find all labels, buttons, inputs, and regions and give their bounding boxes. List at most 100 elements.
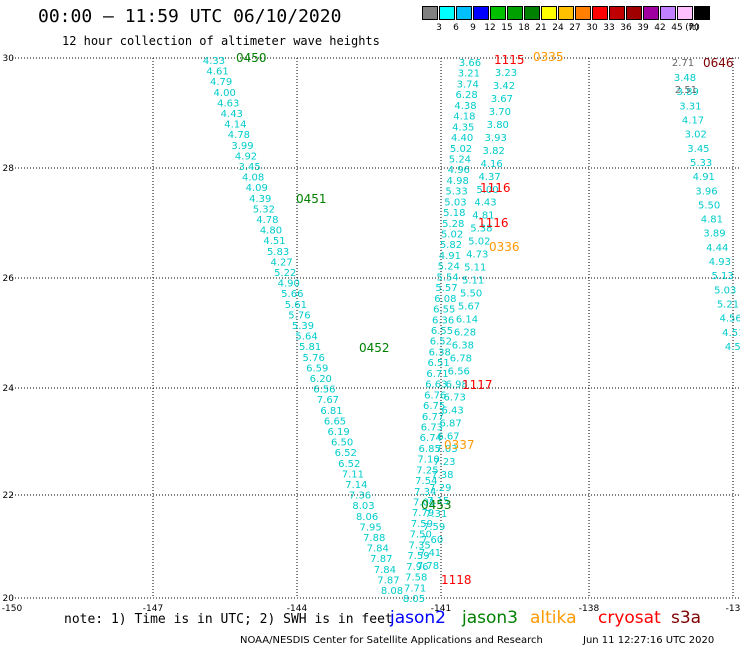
swh-value: 3.21 bbox=[458, 69, 480, 80]
swh-value: 5.11 bbox=[464, 263, 486, 274]
legend-tick-label: (ft) bbox=[685, 23, 699, 33]
swh-value: 4.91 bbox=[439, 251, 461, 262]
swh-value: 5.83 bbox=[267, 247, 289, 258]
pass-time-label: 0450 bbox=[236, 51, 267, 65]
swh-value: 4.44 bbox=[706, 243, 728, 254]
swh-value: 7.95 bbox=[360, 522, 382, 533]
page-subtitle: 12 hour collection of altimeter wave hei… bbox=[62, 34, 380, 48]
lon-tick-label: -13 bbox=[726, 604, 740, 614]
swh-value: 3.02 bbox=[685, 130, 707, 141]
legend-swatch bbox=[575, 6, 591, 20]
swh-value: 7.31 bbox=[425, 509, 447, 520]
swh-value: 6.43 bbox=[441, 405, 463, 416]
swh-value: 3.89 bbox=[703, 229, 725, 240]
swh-value: 4.98 bbox=[447, 176, 469, 187]
swh-value: 7.88 bbox=[363, 533, 385, 544]
swh-value: 5.61 bbox=[285, 300, 307, 311]
generated-timestamp: Jun 11 12:27:16 UTC 2020 bbox=[583, 635, 715, 646]
swh-value: 4.90 bbox=[278, 279, 300, 290]
legend-swatch bbox=[541, 6, 557, 20]
swh-value: 3.45 bbox=[687, 144, 709, 155]
pass-time-labels: 0450 0451 0452 0453 1115 1116 1116 1117 1118 0335… bbox=[236, 50, 734, 587]
swh-value: 5.32 bbox=[253, 204, 275, 215]
swh-value: 8.03 bbox=[352, 501, 374, 512]
credit-text: NOAA/NESDIS Center for Satellite Applica… bbox=[240, 635, 543, 646]
swh-value: 7.15 bbox=[427, 496, 449, 507]
legend-tick-label: 45 bbox=[671, 23, 683, 33]
swh-value: 6.36 bbox=[432, 315, 454, 326]
swh-value: 5.18 bbox=[443, 208, 465, 219]
swh-value: 6.38 bbox=[452, 340, 474, 351]
swh-value: 6.51 bbox=[428, 358, 450, 369]
legend-tick-label: 21 bbox=[535, 23, 547, 33]
swh-value: 6.52 bbox=[430, 337, 452, 348]
swh-value: 4.51 bbox=[722, 328, 740, 339]
legend-swatch bbox=[439, 6, 455, 20]
swh-value: 4.33 bbox=[203, 56, 225, 67]
grid-lines bbox=[12, 57, 740, 599]
swh-value: 7.84 bbox=[374, 565, 396, 576]
swh-value: 7.59 bbox=[411, 519, 433, 530]
legend-swatch bbox=[422, 6, 438, 20]
swh-value: 7.59 bbox=[423, 522, 445, 533]
swh-value: 5.76 bbox=[303, 353, 325, 364]
swh-value: 5.57 bbox=[435, 283, 457, 294]
lon-tick-label: -141 bbox=[431, 604, 451, 614]
swh-value: 5.13 bbox=[711, 271, 733, 282]
swh-value: 4.81 bbox=[472, 211, 494, 222]
swh-value: 6.63 bbox=[425, 380, 447, 391]
swh-value: 4.18 bbox=[453, 112, 475, 123]
swh-value: 3.93 bbox=[485, 133, 507, 144]
swh-value: 4.79 bbox=[210, 77, 232, 88]
pass-time-label: 0337 bbox=[444, 438, 475, 452]
satellite-legend-altika: altika bbox=[530, 608, 577, 628]
legend-tick-label: 33 bbox=[603, 23, 615, 33]
swh-value: 6.55 bbox=[431, 326, 453, 337]
swh-value: 5.38 bbox=[470, 224, 492, 235]
swh-value: 7.84 bbox=[367, 544, 389, 555]
legend-tick-label: 24 bbox=[552, 23, 564, 33]
legend-tick-label: 12 bbox=[484, 23, 496, 33]
swh-value: 6.56 bbox=[313, 385, 335, 396]
legend-swatch bbox=[592, 6, 608, 20]
swh-value: 3.31 bbox=[679, 101, 701, 112]
swh-value: 4.61 bbox=[206, 67, 228, 78]
swh-value: 4.92 bbox=[235, 151, 257, 162]
swh-value: 6.38 bbox=[429, 347, 451, 358]
swh-value: 3.45 bbox=[238, 162, 260, 173]
swh-value: 4.39 bbox=[249, 194, 271, 205]
swh-value-low: 2.51 bbox=[675, 85, 697, 96]
swh-value: 5.02 bbox=[450, 144, 472, 155]
legend-tick-label: 36 bbox=[620, 23, 632, 33]
pass-time-label: 0336 bbox=[489, 240, 520, 254]
swh-value: 6.81 bbox=[320, 406, 342, 417]
swh-value: 3.67 bbox=[491, 94, 513, 105]
swh-value: 7.79 bbox=[412, 508, 434, 519]
swh-value: 6.55 bbox=[433, 305, 455, 316]
swh-value: 6.28 bbox=[454, 327, 476, 338]
legend-tick-label: 6 bbox=[453, 23, 459, 33]
swh-value: 6.87 bbox=[439, 418, 461, 429]
swh-value: 4.17 bbox=[682, 115, 704, 126]
swh-value: 6.59 bbox=[306, 363, 328, 374]
swh-value: 7.23 bbox=[433, 457, 455, 468]
swh-value: 7.96 bbox=[406, 562, 428, 573]
swh-value: 3.70 bbox=[489, 107, 511, 118]
swh-value: 6.19 bbox=[327, 427, 349, 438]
swh-value: 6.52 bbox=[335, 448, 357, 459]
swh-value: 3.42 bbox=[493, 81, 515, 92]
swh-value: 4.91 bbox=[693, 172, 715, 183]
swh-value: 7.87 bbox=[370, 554, 392, 565]
swh-value: 7.50 bbox=[410, 530, 432, 541]
pass-time-label: 0451 bbox=[296, 192, 327, 206]
legend-tick-label: 3 bbox=[436, 23, 442, 33]
swh-value: 5.39 bbox=[292, 321, 314, 332]
swh-value: 6.74 bbox=[420, 433, 442, 444]
swh-value: 4.51 bbox=[263, 236, 285, 247]
swh-value: 7.03 bbox=[435, 444, 457, 455]
swh-value: 5.03 bbox=[714, 285, 736, 296]
swh-value: 4.78 bbox=[256, 215, 278, 226]
swh-tracks: 4.334.614.794.004.634.434.144.783.994.92… bbox=[203, 56, 740, 605]
swh-value: 6.73 bbox=[444, 392, 466, 403]
